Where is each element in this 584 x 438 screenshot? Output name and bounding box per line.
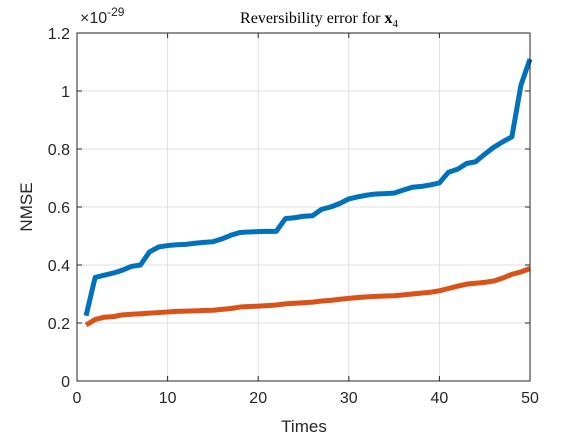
y-tick-label: 1.2 — [48, 26, 70, 43]
x-tick-label: 50 — [521, 390, 539, 407]
series-layer — [83, 58, 533, 328]
y-exponent-power: -29 — [107, 5, 125, 19]
y-tick-label: 0.8 — [48, 142, 70, 159]
x-tick-label: 10 — [159, 390, 177, 407]
axes — [76, 32, 531, 382]
y-tick-label: 0.4 — [48, 258, 70, 275]
y-tick-label: 1 — [61, 84, 70, 101]
y-exponent-base: ×10 — [80, 10, 107, 27]
y-axis-exponent: ×10-29 — [80, 5, 125, 27]
chart-title-subscript: 4 — [392, 18, 398, 30]
y-tick-label: 0.6 — [48, 200, 70, 217]
chart-title-prefix: Reversibility error for — [240, 10, 384, 27]
x-tick-label: 30 — [340, 390, 358, 407]
x-axis-label: Times — [281, 417, 327, 436]
x-tick-label: 0 — [73, 390, 82, 407]
y-axis-label: NMSE — [17, 182, 36, 231]
x-tick-label: 40 — [431, 390, 449, 407]
chart-title-symbol: x — [384, 10, 392, 27]
chart-title: Reversibility error for x4 — [240, 10, 398, 30]
series-line-1 — [83, 58, 533, 317]
y-tick-label: 0.2 — [48, 316, 70, 333]
y-tick-label: 0 — [61, 374, 70, 391]
x-tick-label: 20 — [249, 390, 267, 407]
tick-labels: 0 10 20 30 40 50 0 0.2 0.4 0.6 0.8 1 1.2 — [48, 26, 539, 407]
series-line-2 — [84, 266, 531, 328]
